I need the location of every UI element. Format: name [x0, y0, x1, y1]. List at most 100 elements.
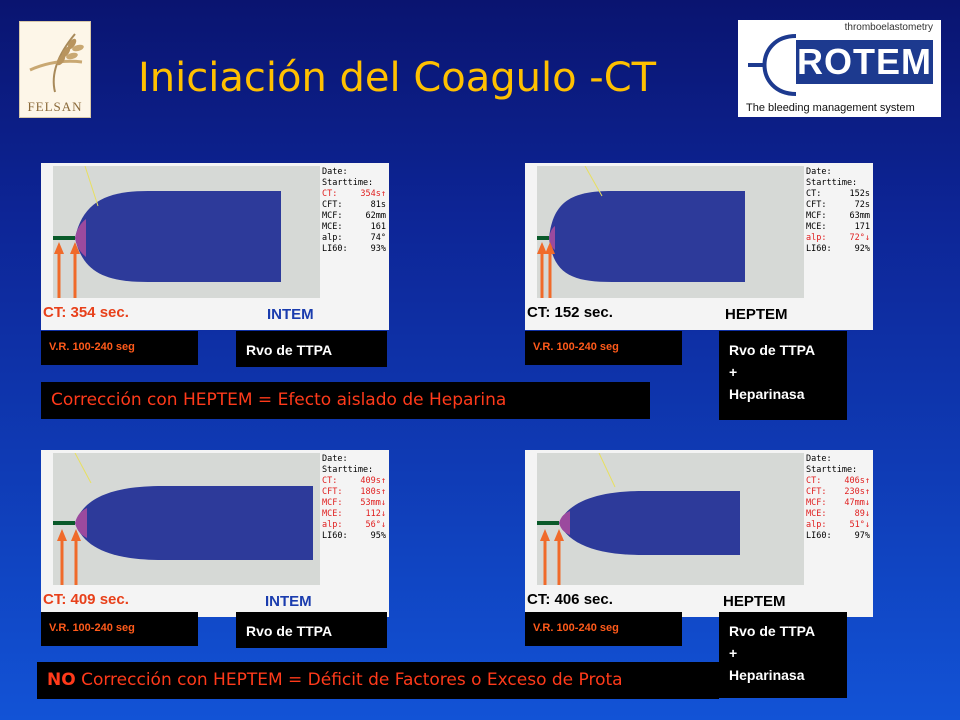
stat-key: CFT: [806, 200, 827, 210]
stat-key: MCF: [322, 211, 343, 221]
ct-label: CT: 409 sec. [43, 591, 129, 608]
stat-key: CT: [806, 476, 822, 486]
stats-list: Date: Starttime: CT: 409s↑ CFT: 180s↑ MCF:… [322, 454, 386, 542]
stat-value: 62mm [365, 211, 386, 221]
temogram-chart [53, 165, 281, 298]
stat-row: Starttime: [806, 178, 870, 189]
stat-key: CFT: [322, 487, 343, 497]
rotem-logo-brand: ROTEM [796, 40, 933, 84]
stat-value: 63mm [849, 211, 870, 221]
temogram-plot [53, 165, 320, 298]
stat-key: alp: [322, 233, 343, 243]
stat-key: MCE: [322, 509, 343, 519]
stat-row: MCF: 63mm [806, 211, 870, 222]
stat-value: 72s [854, 200, 870, 210]
stat-row: LI60: 95% [322, 531, 386, 542]
stat-key: alp: [806, 520, 827, 530]
ct-label: CT: 406 sec. [527, 591, 613, 608]
rotem-logo-tagline: The bleeding management system [746, 102, 915, 114]
stat-key: LI60: [322, 531, 348, 541]
stat-row: MCE: 161 [322, 222, 386, 233]
ct-label: CT: 354 sec. [43, 304, 129, 321]
stat-value: 161 [370, 222, 386, 232]
stat-key: MCF: [806, 211, 827, 221]
rvo-ttpa-heparinasa-box: Rvo de TTPA + Heparinasa [719, 331, 847, 420]
banner-bold: NO [47, 670, 76, 690]
stat-key: CT: [322, 189, 338, 199]
rvo-ttpa-box: Rvo de TTPA [236, 331, 387, 367]
stat-key: LI60: [322, 244, 348, 254]
stat-row: MCF: 62mm [322, 211, 386, 222]
stat-key: MCE: [806, 222, 827, 232]
stat-row: CT: 406s↑ [806, 476, 870, 487]
stat-row: Date: [322, 454, 386, 465]
stat-row: MCF: 47mm↓ [806, 498, 870, 509]
felsan-logo-text: FELSAN [27, 99, 83, 114]
stat-row: CFT: 72s [806, 200, 870, 211]
temogram-plot [53, 452, 320, 585]
conclusion-banner-2: NO Corrección con HEPTEM = Déficit de Fa… [37, 662, 719, 699]
stat-row: CFT: 180s↑ [322, 487, 386, 498]
stat-value: 56°↓ [365, 520, 386, 530]
stat-key: Starttime: [322, 178, 374, 188]
rotem-panel-intem-1: Date: Starttime: CT: 354s↑ CFT: 81s MCF: 62… [41, 163, 389, 330]
stat-value: 74° [370, 233, 386, 243]
stat-row: Date: [322, 167, 386, 178]
stat-row: alp: 74° [322, 233, 386, 244]
stat-value: 152s [849, 189, 870, 199]
reference-range-box: V.R. 100-240 seg [525, 331, 682, 365]
stat-key: CFT: [806, 487, 827, 497]
stat-value: 51°↓ [849, 520, 870, 530]
rotem-logo-subtitle: thromboelastometry [844, 22, 933, 33]
test-label: INTEM [265, 593, 312, 610]
stat-value: 92% [854, 244, 870, 254]
rvo-line: Rvo de TTPA [729, 342, 816, 358]
rvo-line: + [729, 364, 738, 380]
stat-key: Date: [806, 454, 832, 464]
stat-row: MCF: 53mm↓ [322, 498, 386, 509]
banner-text: Corrección con HEPTEM = Déficit de Facto… [75, 670, 623, 690]
conclusion-banner-1: Corrección con HEPTEM = Efecto aislado d… [41, 382, 650, 419]
stats-list: Date: Starttime: CT: 406s↑ CFT: 230s↑ MCF:… [806, 454, 870, 542]
stat-row: CT: 152s [806, 189, 870, 200]
temogram-chart [53, 452, 313, 585]
rvo-ttpa-heparinasa-box: Rvo de TTPA + Heparinasa [719, 612, 847, 698]
stat-value: 47mm↓ [844, 498, 870, 508]
stat-row: MCE: 89↓ [806, 509, 870, 520]
stat-value: 112↓ [365, 509, 386, 519]
stat-key: MCF: [806, 498, 827, 508]
stat-row: Starttime: [322, 178, 386, 189]
stat-key: MCE: [806, 509, 827, 519]
reference-range-box: V.R. 100-240 seg [41, 612, 198, 646]
stat-row: alp: 51°↓ [806, 520, 870, 531]
stat-key: Date: [322, 454, 348, 464]
stat-row: alp: 72°↓ [806, 233, 870, 244]
rotem-panel-intem-2: Date: Starttime: CT: 409s↑ CFT: 180s↑ MCF:… [41, 450, 389, 617]
stat-key: LI60: [806, 244, 832, 254]
rvo-ttpa-box: Rvo de TTPA [236, 612, 387, 648]
stat-key: Date: [322, 167, 348, 177]
test-label: HEPTEM [723, 593, 786, 610]
stat-value: 53mm↓ [360, 498, 386, 508]
stat-value: 93% [370, 244, 386, 254]
stat-row: MCE: 171 [806, 222, 870, 233]
stat-key: Starttime: [322, 465, 374, 475]
stats-list: Date: Starttime: CT: 152s CFT: 72s MCF: 63m… [806, 167, 870, 255]
stat-row: CT: 354s↑ [322, 189, 386, 200]
stat-value: 72°↓ [849, 233, 870, 243]
stat-value: 97% [854, 531, 870, 541]
stat-value: 81s [370, 200, 386, 210]
rvo-line: Rvo de TTPA [729, 623, 816, 639]
stat-key: CFT: [322, 200, 343, 210]
stat-key: CT: [322, 476, 338, 486]
temogram-plot [537, 452, 804, 585]
page-title: Iniciación del Coagulo -CT [138, 55, 657, 101]
stat-key: Starttime: [806, 465, 858, 475]
rotem-logo: thromboelastometry ROTEM The bleeding ma… [738, 20, 941, 117]
stat-key: alp: [806, 233, 827, 243]
stat-row: Date: [806, 167, 870, 178]
stat-row: Date: [806, 454, 870, 465]
test-label: INTEM [267, 306, 314, 323]
stat-value: 171 [854, 222, 870, 232]
ct-label: CT: 152 sec. [527, 304, 613, 321]
